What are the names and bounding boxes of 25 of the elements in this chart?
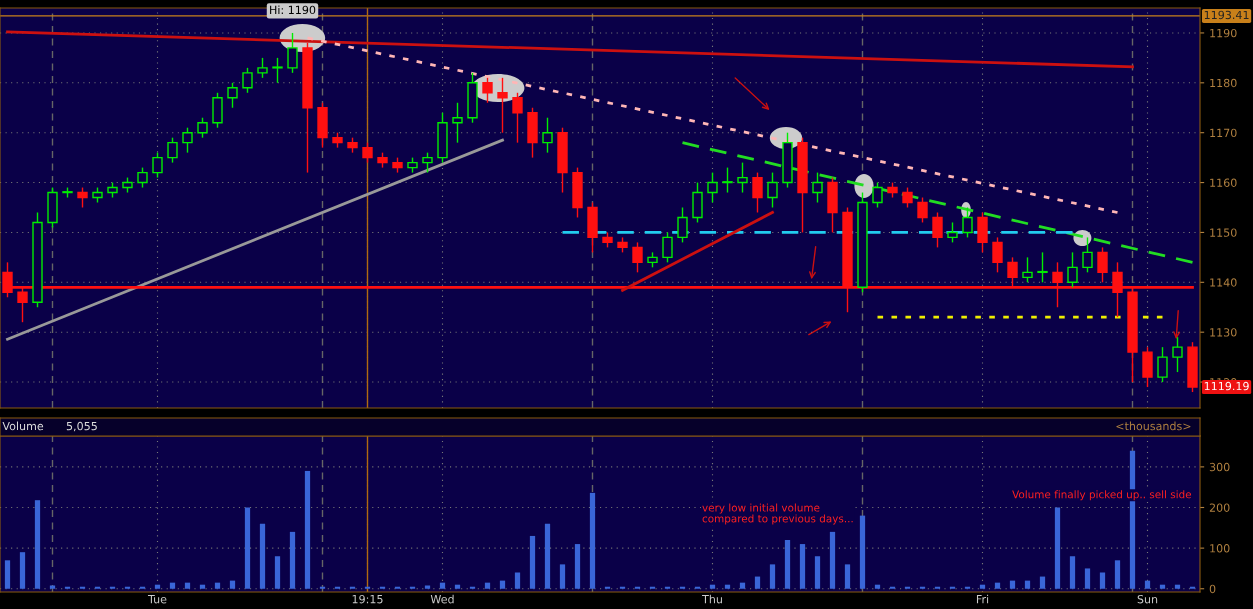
- y-tick-label: 1160: [1210, 178, 1237, 187]
- text: <thousands>: [1116, 421, 1191, 431]
- y-tick-label: 1180: [1210, 78, 1237, 88]
- text: Volume: [2, 421, 44, 431]
- text: 5,055: [66, 421, 97, 432]
- y-tick-label: 300: [1209, 462, 1230, 472]
- y-tick-label: 200: [1209, 503, 1230, 512]
- x-tick-label: Tue: [147, 595, 167, 604]
- x-tick-label: Thu: [702, 594, 722, 604]
- y-tick-label: 1140: [1210, 278, 1237, 287]
- annotation: Hi: 1190: [270, 5, 316, 15]
- y-tick-label: 1170: [1210, 128, 1237, 138]
- annotation: very low initial volume compared to previous days...: [702, 503, 853, 525]
- x-tick-label: Wed: [430, 594, 454, 604]
- x-tick-label: Sun: [1137, 594, 1158, 604]
- y-tick-label: 100: [1210, 544, 1230, 553]
- text: 1119.19: [1204, 381, 1249, 391]
- ref-line-label: 1193.41: [1204, 10, 1249, 20]
- x-tick-label: Fri: [976, 594, 989, 604]
- y-tick-label: 1150: [1210, 228, 1237, 237]
- x-tick-label: 19:15: [352, 594, 383, 604]
- annotation: Volume finally picked up.. sell side: [1012, 490, 1192, 501]
- y-tick-label: 1130: [1210, 328, 1237, 337]
- y-tick-label: 0: [1209, 584, 1216, 594]
- y-tick-label: 1190: [1210, 28, 1237, 38]
